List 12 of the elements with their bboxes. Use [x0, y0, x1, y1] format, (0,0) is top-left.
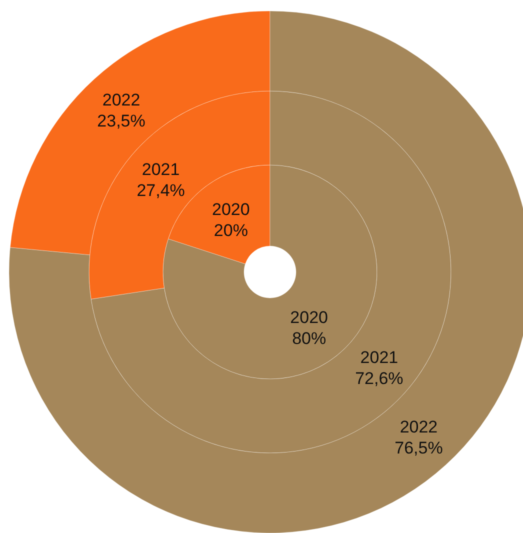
- data-label: 76,5%: [394, 438, 443, 458]
- slice-label: 2022: [102, 90, 140, 110]
- data-label: 23,5%: [97, 112, 146, 131]
- data-label: 20%: [214, 221, 248, 240]
- data-label: 72,6%: [355, 368, 404, 388]
- text: 2020: [290, 308, 328, 327]
- data-label: 27,4%: [136, 181, 185, 200]
- slice-label: 2021: [142, 160, 180, 180]
- text: 2022: [400, 417, 438, 436]
- slice-label: 2020: [212, 200, 250, 220]
- data-label: 80%: [292, 328, 326, 348]
- text: 2021: [360, 348, 398, 367]
